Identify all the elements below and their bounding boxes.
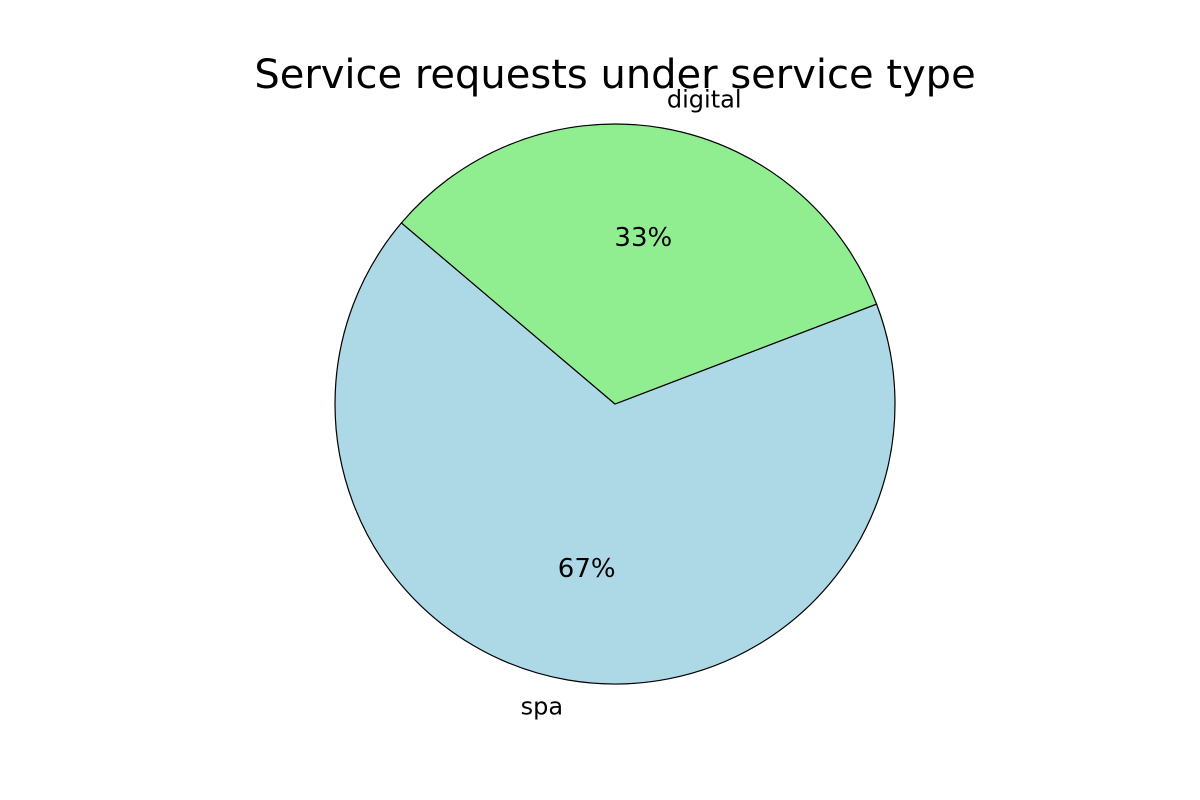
pie-slice-digital (400, 123, 878, 405)
slice-label-digital: digital (667, 85, 742, 113)
pie-labels: spa 67% digital 33% (521, 85, 742, 720)
slice-label-spa: spa (521, 693, 563, 721)
pie-slices (334, 123, 896, 685)
percent-label-spa: 67% (558, 554, 616, 584)
percent-label-digital: 33% (614, 223, 672, 253)
pie-slice-spa (334, 222, 896, 685)
chart-title: Service requests under service type (254, 52, 975, 98)
